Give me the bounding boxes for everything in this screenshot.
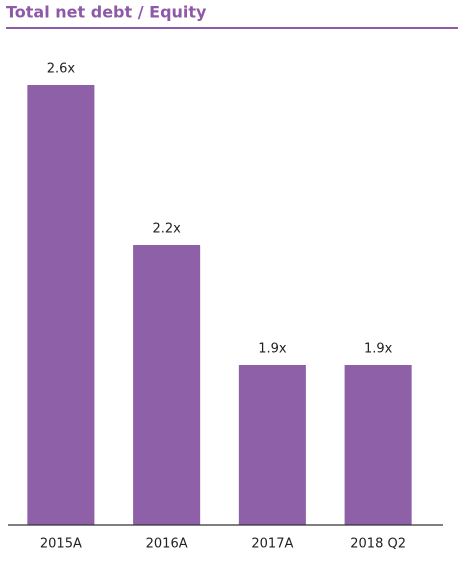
bar xyxy=(133,245,201,525)
bar xyxy=(344,365,412,525)
data-label: 1.9x xyxy=(364,342,393,357)
x-tick-label: 2015A xyxy=(40,537,82,552)
data-label: 1.9x xyxy=(258,342,287,357)
chart-title: Total net debt / Equity xyxy=(6,3,207,22)
x-tick-label: 2018 Q2 xyxy=(350,537,406,552)
x-tick-label: 2017A xyxy=(251,537,293,552)
bar xyxy=(238,365,306,525)
data-label: 2.6x xyxy=(47,62,76,77)
x-tick-label: 2016A xyxy=(146,537,188,552)
data-label: 2.2x xyxy=(152,222,181,237)
bar xyxy=(27,85,95,525)
